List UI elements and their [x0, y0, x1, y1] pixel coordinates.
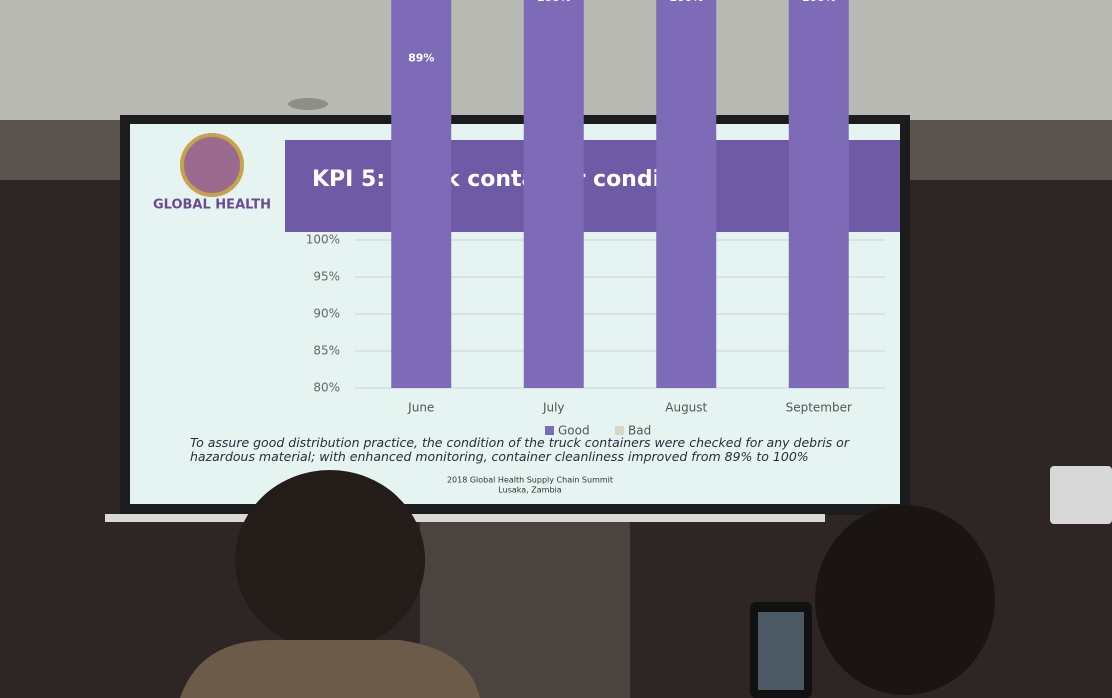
- y-tick-label: 95%: [313, 270, 340, 284]
- data-label: 100%: [802, 0, 836, 4]
- data-label: 89%: [408, 52, 434, 65]
- x-tick-label: August: [665, 401, 707, 415]
- bar-segment: [524, 0, 584, 388]
- y-tick-label: 90%: [313, 307, 340, 321]
- footer: 2018 Global Health Supply Chain Summit: [447, 476, 613, 485]
- logo-globe: [182, 135, 242, 195]
- x-tick-label: July: [542, 401, 565, 415]
- legend-swatch: [615, 426, 624, 435]
- screen-bar: [105, 514, 825, 522]
- legend-label: Bad: [628, 424, 651, 438]
- ceiling-light: [288, 98, 328, 110]
- legend-label: Good: [558, 424, 590, 438]
- footer: Lusaka, Zambia: [498, 486, 561, 495]
- y-tick-label: 100%: [306, 233, 340, 247]
- x-tick-label: June: [407, 401, 434, 415]
- phone-screen: [758, 612, 804, 690]
- laptop: [1050, 466, 1112, 524]
- photo: GLOBAL HEALTH KPI 5: Truck container con…: [0, 0, 1112, 698]
- head: [815, 505, 995, 695]
- data-label: 100%: [537, 0, 571, 4]
- bar-segment: [789, 0, 849, 388]
- caption: To assure good distribution practice, th…: [190, 436, 880, 464]
- y-tick-label: 85%: [313, 344, 340, 358]
- data-label: 100%: [669, 0, 703, 4]
- head: [235, 470, 425, 650]
- logo-title: GLOBAL HEALTH: [153, 198, 271, 213]
- legend-swatch: [545, 426, 554, 435]
- y-tick-label: 80%: [313, 381, 340, 395]
- bar-segment: [656, 0, 716, 388]
- chart-title: KPI 5: Truck container condition: [312, 167, 709, 192]
- x-tick-label: September: [786, 401, 852, 415]
